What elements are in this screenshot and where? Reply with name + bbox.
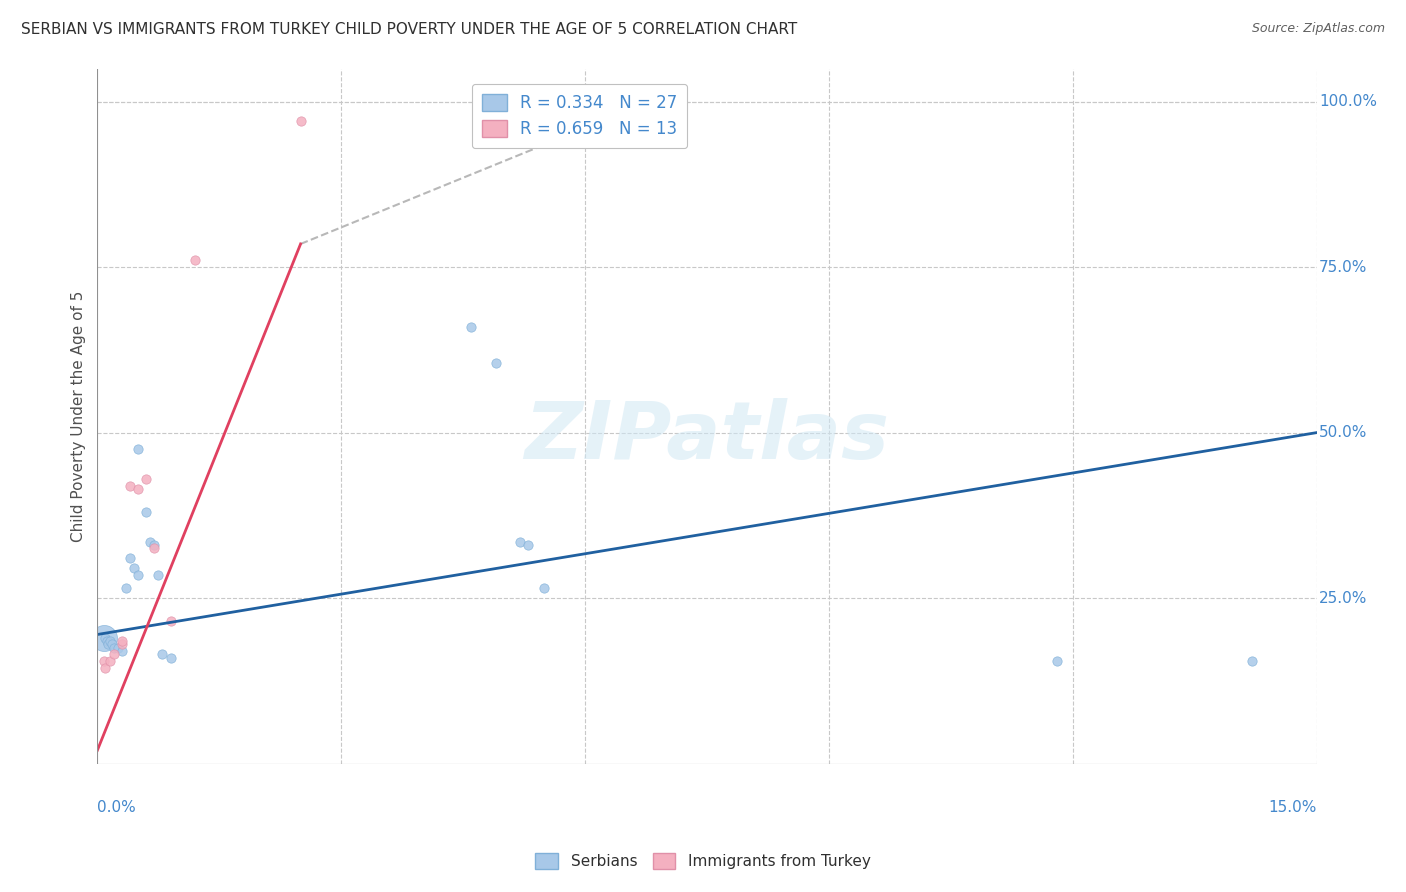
Point	[1240, 654, 1263, 668]
Point	[135, 505, 157, 519]
Legend: R = 0.334   N = 27, R = 0.659   N = 13: R = 0.334 N = 27, R = 0.659 N = 13	[471, 84, 688, 148]
Point	[533, 581, 555, 595]
Point	[509, 534, 531, 549]
Text: Source: ZipAtlas.com: Source: ZipAtlas.com	[1251, 22, 1385, 36]
Point	[143, 538, 166, 552]
Text: 25.0%: 25.0%	[1319, 591, 1368, 606]
Point	[127, 482, 149, 496]
Point	[135, 472, 157, 486]
Point	[111, 644, 134, 658]
Point	[107, 640, 129, 655]
Point	[94, 660, 117, 674]
Point	[159, 650, 181, 665]
Point	[143, 541, 166, 556]
Y-axis label: Child Poverty Under the Age of 5: Child Poverty Under the Age of 5	[72, 291, 86, 541]
Point	[94, 631, 117, 645]
Point	[97, 637, 120, 651]
Point	[517, 538, 540, 552]
Legend: Serbians, Immigrants from Turkey: Serbians, Immigrants from Turkey	[530, 847, 876, 875]
Text: ZIPatlas: ZIPatlas	[524, 398, 890, 476]
Point	[114, 581, 136, 595]
Point	[122, 561, 145, 575]
Point	[103, 640, 125, 655]
Point	[96, 634, 118, 648]
Text: 100.0%: 100.0%	[1319, 95, 1378, 109]
Point	[148, 568, 170, 582]
Point	[111, 637, 134, 651]
Point	[485, 356, 508, 370]
Point	[184, 253, 207, 268]
Point	[290, 114, 312, 128]
Point	[98, 654, 121, 668]
Point	[118, 478, 141, 492]
Point	[111, 634, 134, 648]
Point	[159, 614, 181, 628]
Point	[93, 631, 115, 645]
Point	[127, 442, 149, 457]
Point	[98, 634, 121, 648]
Point	[101, 637, 124, 651]
Point	[93, 654, 115, 668]
Text: 75.0%: 75.0%	[1319, 260, 1368, 275]
Text: SERBIAN VS IMMIGRANTS FROM TURKEY CHILD POVERTY UNDER THE AGE OF 5 CORRELATION C: SERBIAN VS IMMIGRANTS FROM TURKEY CHILD …	[21, 22, 797, 37]
Point	[139, 534, 162, 549]
Text: 50.0%: 50.0%	[1319, 425, 1368, 440]
Text: 0.0%: 0.0%	[97, 800, 136, 815]
Point	[460, 319, 482, 334]
Point	[150, 648, 173, 662]
Point	[103, 648, 125, 662]
Point	[127, 568, 149, 582]
Point	[1046, 654, 1069, 668]
Text: 15.0%: 15.0%	[1268, 800, 1317, 815]
Point	[118, 551, 141, 566]
